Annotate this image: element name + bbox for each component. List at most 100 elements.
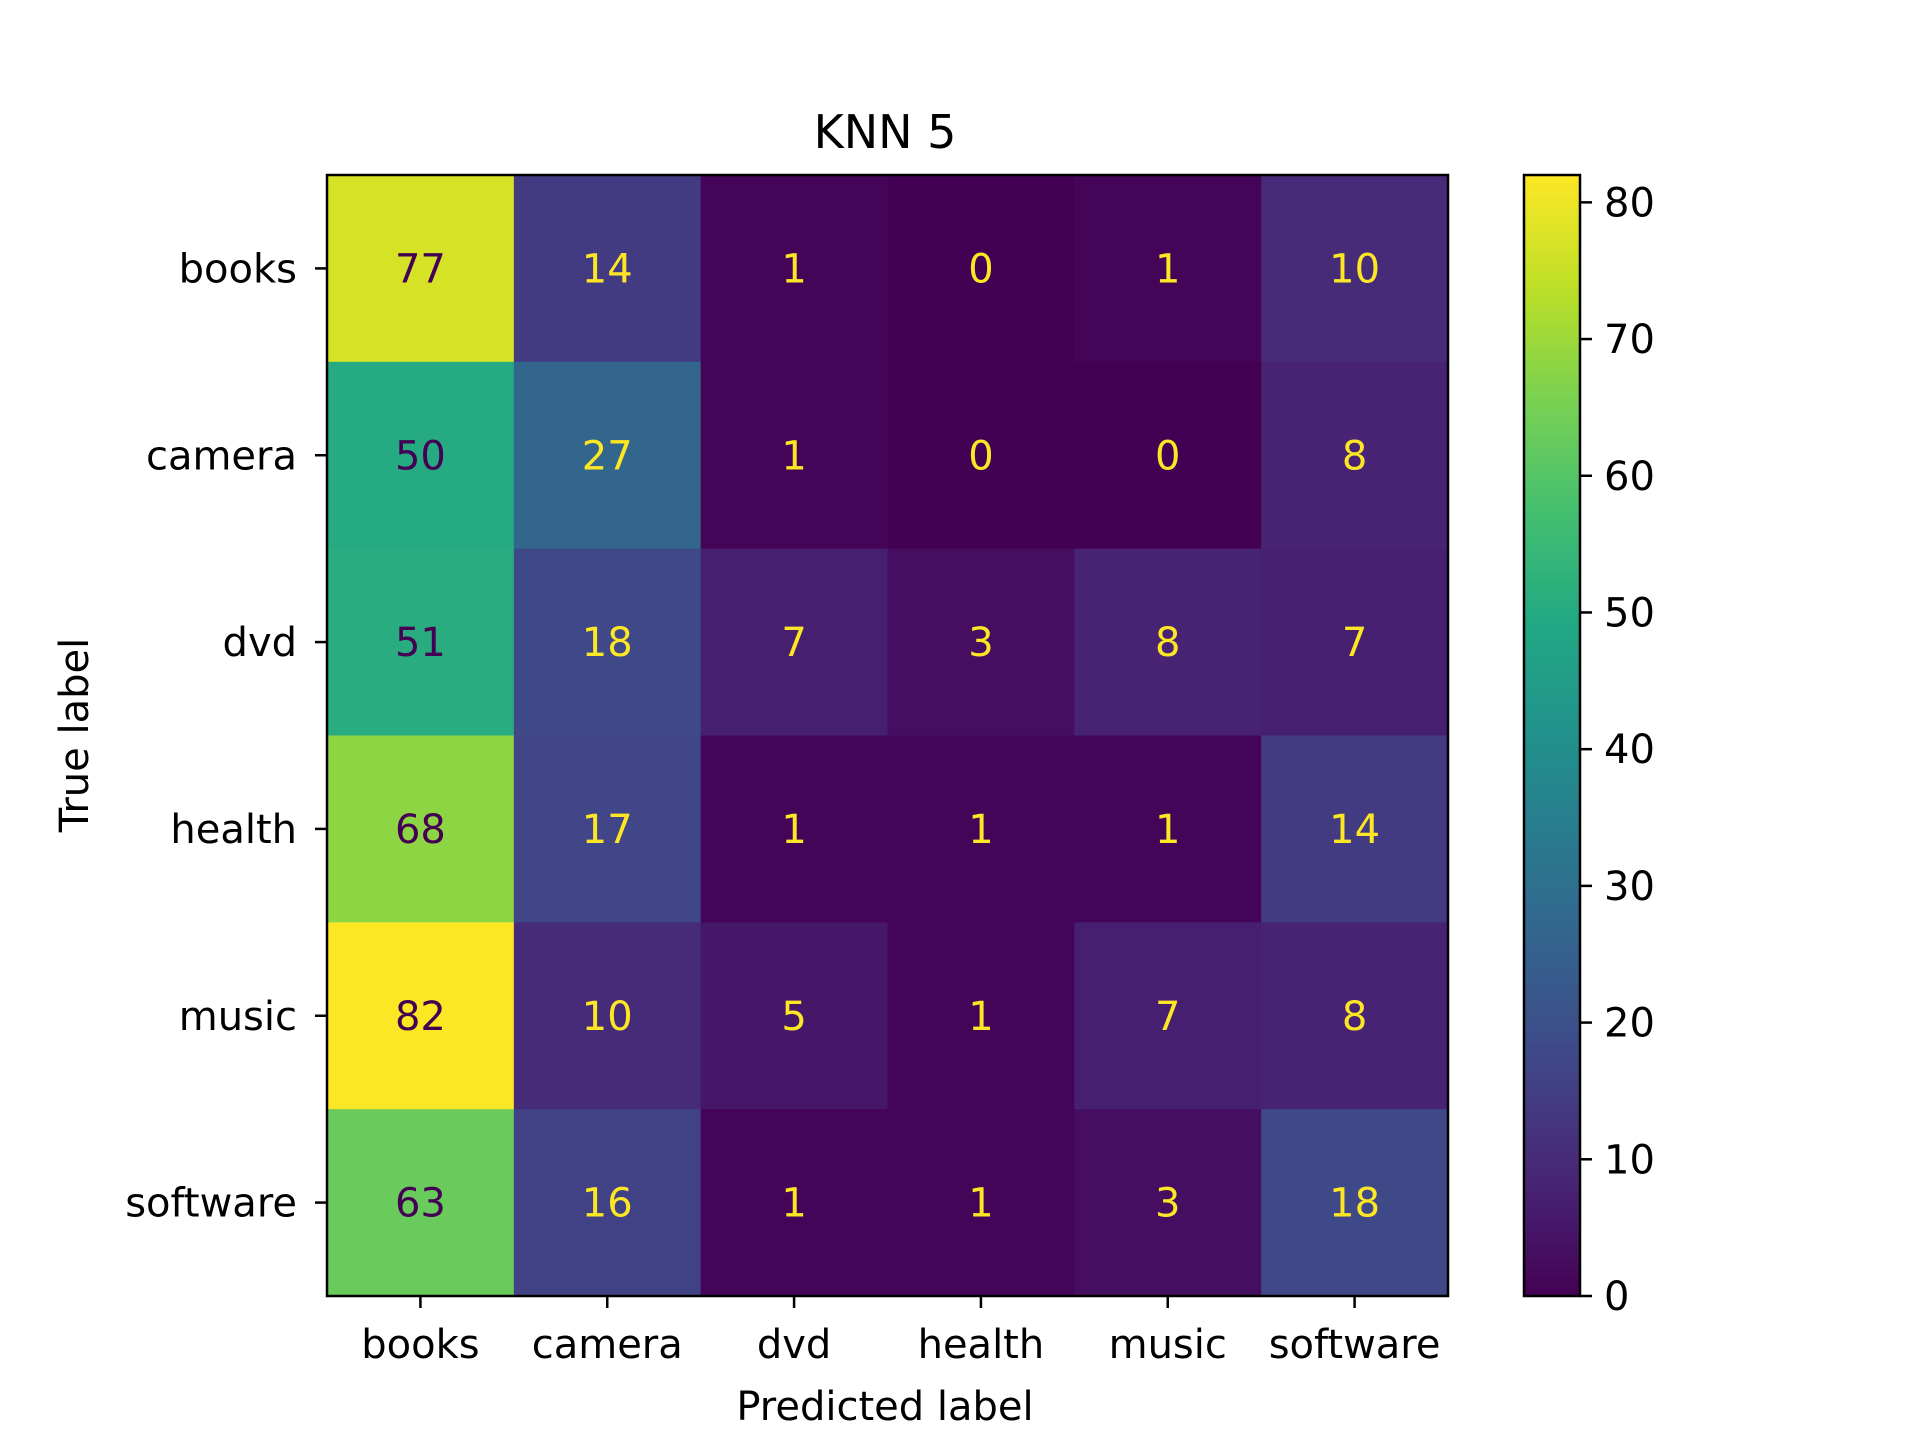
heatmap-cell — [1261, 735, 1449, 923]
cell-value-label: 7 — [1155, 994, 1180, 1040]
cell-value-label: 68 — [395, 807, 446, 853]
plot-frame — [325, 173, 1450, 1298]
cell-value-label: 1 — [781, 433, 806, 479]
y-axis-ticks: books camera dvd health music software — [125, 246, 327, 1227]
y-tick-label: music — [179, 994, 297, 1040]
heatmap-cell — [700, 175, 888, 363]
cell-value-label: 18 — [582, 620, 633, 666]
heatmap-cell — [1074, 361, 1262, 550]
cell-value-label: 8 — [1155, 620, 1180, 666]
cell-value-label: 7 — [781, 620, 806, 666]
heatmap-cell — [887, 1109, 1075, 1297]
cell-value-label: 1 — [781, 1181, 806, 1227]
cell-value-label: 1 — [1155, 246, 1180, 292]
heatmap-cell — [700, 1109, 888, 1297]
colorbar-tick-label: 60 — [1604, 454, 1655, 500]
heatmap-cell — [327, 361, 515, 550]
colorbar-tick-label: 30 — [1604, 864, 1655, 910]
x-axis-title: Predicted label — [736, 1384, 1033, 1430]
cell-value-label: 0 — [968, 246, 993, 292]
cell-value-label: 82 — [395, 994, 446, 1040]
colorbar-tick-label: 80 — [1604, 180, 1655, 226]
heatmap-cell — [513, 361, 702, 550]
y-tick-label: books — [179, 246, 297, 292]
colorbar-tick-label: 20 — [1604, 1001, 1655, 1047]
cell-value-label: 3 — [1155, 1181, 1180, 1227]
cell-value-label: 1 — [1155, 807, 1180, 853]
cell-value-label: 14 — [582, 246, 633, 292]
heatmap-cell — [887, 548, 1075, 736]
heatmap-cell — [700, 548, 888, 736]
colorbar-ticks: 0 10 20 30 40 50 60 70 80 — [1580, 180, 1655, 1320]
cell-value-label: 0 — [1155, 433, 1180, 479]
cell-value-label: 8 — [1342, 994, 1367, 1040]
x-tick-label: health — [918, 1322, 1045, 1368]
heatmap-cell — [513, 548, 702, 736]
cell-value-label: 1 — [968, 807, 993, 853]
cell-value-label: 10 — [1329, 246, 1380, 292]
colorbar-tick-label: 0 — [1604, 1274, 1629, 1320]
cell-value-label: 10 — [582, 994, 633, 1040]
colorbar-frame — [1522, 173, 1582, 1298]
cell-value-label: 3 — [968, 620, 993, 666]
cell-value-label: 14 — [1329, 807, 1380, 853]
heatmap-cell — [1261, 548, 1449, 736]
cell-value-label: 16 — [582, 1181, 633, 1227]
y-tick-label: camera — [146, 433, 297, 479]
heatmap-cell — [1074, 1109, 1262, 1297]
colorbar-tick-label: 10 — [1604, 1137, 1655, 1183]
heatmap-cell — [1074, 175, 1262, 363]
x-tick-label: camera — [532, 1322, 683, 1368]
x-tick-label: books — [361, 1322, 479, 1368]
cell-value-label: 17 — [582, 807, 633, 853]
y-tick-label: dvd — [223, 620, 297, 666]
heatmap-cell — [327, 1109, 515, 1297]
heatmap-cells — [327, 175, 1449, 1297]
cell-value-label: 1 — [968, 994, 993, 1040]
heatmap-cell — [887, 922, 1075, 1110]
heatmap-cell — [1261, 175, 1449, 363]
heatmap-cell — [1074, 735, 1262, 923]
heatmap-cell — [513, 735, 702, 923]
heatmap-cell — [887, 735, 1075, 923]
heatmap-cell — [1261, 361, 1449, 550]
cell-value-label: 0 — [968, 433, 993, 479]
y-tick-label: health — [170, 807, 297, 853]
cell-value-label: 50 — [395, 433, 446, 479]
heatmap-cell — [700, 361, 888, 550]
colorbar-tick-label: 70 — [1604, 317, 1655, 363]
x-tick-label: music — [1109, 1322, 1227, 1368]
cell-value-label: 1 — [781, 807, 806, 853]
heatmap-cell — [513, 922, 702, 1110]
cell-value-label: 51 — [395, 620, 446, 666]
cell-value-label: 27 — [582, 433, 633, 479]
x-tick-label: dvd — [757, 1322, 831, 1368]
colorbar-tick-label: 50 — [1604, 590, 1655, 636]
y-axis-title: True label — [52, 638, 98, 833]
y-tick-label: software — [125, 1181, 297, 1227]
heatmap-cell — [327, 922, 515, 1110]
heatmap-cell — [887, 361, 1075, 550]
colorbar — [1524, 175, 1580, 1296]
heatmap-cell — [1074, 548, 1262, 736]
cell-value-label: 63 — [395, 1181, 446, 1227]
heatmap-cell — [1261, 922, 1449, 1110]
cell-value-label: 8 — [1342, 433, 1367, 479]
heatmap-cell — [327, 548, 515, 736]
heatmap-cell — [513, 1109, 702, 1297]
cell-value-label: 1 — [781, 246, 806, 292]
heatmap-cell — [513, 175, 702, 363]
x-axis-ticks: books camera dvd health music software — [361, 1296, 1440, 1368]
heatmap-cell — [327, 175, 515, 363]
cell-value-label: 5 — [781, 994, 806, 1040]
x-tick-label: software — [1269, 1322, 1441, 1368]
colorbar-tick-label: 40 — [1604, 727, 1655, 773]
cell-value-label: 7 — [1342, 620, 1367, 666]
heatmap-cell — [887, 175, 1075, 363]
cell-value-label: 77 — [395, 246, 446, 292]
heatmap-cell — [1074, 922, 1262, 1110]
cell-value-label: 18 — [1329, 1181, 1380, 1227]
heatmap-cell — [1261, 1109, 1449, 1297]
